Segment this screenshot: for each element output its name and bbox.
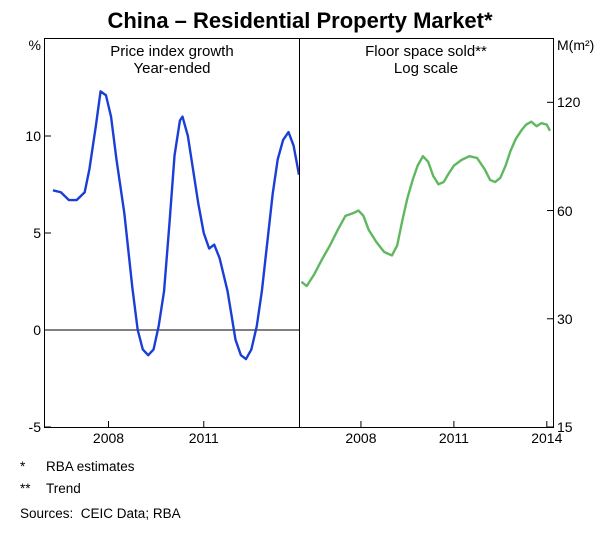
x-tick-label: 2008 — [345, 427, 376, 446]
y-tick-label: 60 — [553, 203, 600, 219]
y-tick-label: 0 — [11, 322, 45, 338]
y-tick-label: 120 — [553, 94, 600, 110]
x-tick-label: 2014 — [531, 427, 562, 446]
left-plot-svg — [45, 39, 299, 427]
y-tick-label: 10 — [11, 128, 45, 144]
chart-container: China – Residential Property Market* % P… — [0, 0, 600, 535]
x-tick-label: 2008 — [93, 427, 124, 446]
chart-plot-area: % Price index growth Year-ended -50510 2… — [44, 38, 554, 428]
x-tick-label: 2011 — [439, 427, 469, 446]
footnote-row: ** Trend — [20, 478, 590, 500]
right-plot-svg — [299, 39, 553, 427]
footnote-row: * RBA estimates — [20, 456, 590, 478]
left-y-unit: % — [29, 37, 45, 53]
right-panel: M(m²) Floor space sold** Log scale 15306… — [299, 39, 553, 427]
x-tick-label: 2011 — [189, 427, 219, 446]
right-y-unit: M(m²) — [553, 37, 594, 53]
left-panel: % Price index growth Year-ended -50510 2… — [45, 39, 300, 427]
footnotes: * RBA estimates ** Trend Sources: CEIC D… — [10, 456, 590, 525]
y-tick-label: 5 — [11, 225, 45, 241]
sources-line: Sources: CEIC Data; RBA — [20, 503, 590, 525]
chart-title: China – Residential Property Market* — [10, 8, 590, 34]
y-tick-label: -5 — [11, 419, 45, 435]
y-tick-label: 30 — [553, 311, 600, 327]
